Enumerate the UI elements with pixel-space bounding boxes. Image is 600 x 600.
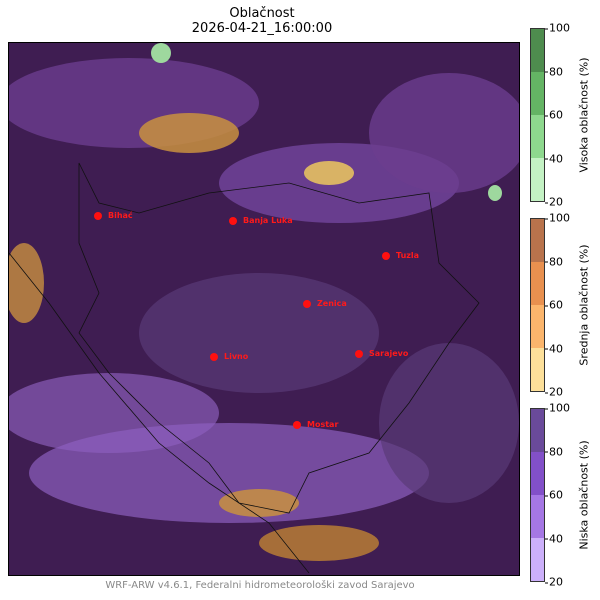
- colorbar-tick: 80: [545, 65, 563, 78]
- cloud-field: [9, 43, 519, 575]
- city-label: Sarajevo: [369, 349, 409, 358]
- colorbar-segment: [531, 158, 544, 201]
- map-datetime: 2026-04-21_16:00:00: [191, 21, 333, 36]
- map-title: Oblačnost: [229, 6, 295, 21]
- colorbar-segment: [531, 538, 544, 581]
- cloud-cover-map: Bihać Banja Luka Tuzla Zenica Livno Sara…: [8, 42, 520, 576]
- city-marker-livno: Livno: [210, 352, 248, 361]
- city-label: Zenica: [317, 299, 347, 308]
- colorbar-tick: 20: [545, 385, 563, 399]
- city-label: Tuzla: [396, 251, 420, 260]
- colorbar-label: Niska oblačnost (%): [577, 440, 591, 550]
- colorbar-label: Srednja oblačnost (%): [577, 244, 591, 366]
- colorbar-segment: [531, 29, 544, 72]
- colorbar-tick: 100: [545, 21, 570, 35]
- city-marker-tuzla: Tuzla: [382, 251, 419, 260]
- city-label: Banja Luka: [243, 216, 293, 225]
- colorbar-tick: 20: [545, 575, 563, 589]
- colorbar-segment: [531, 348, 544, 391]
- colorbar-tick: 20: [545, 195, 563, 209]
- colorbar-tick: 60: [545, 298, 563, 312]
- colorbar-tick: 80: [545, 255, 563, 268]
- colorbar-tick: 40: [545, 152, 563, 165]
- colorbar-tick: 40: [545, 532, 563, 545]
- city-marker-banja-luka: Banja Luka: [229, 216, 293, 225]
- city-dot: [303, 299, 311, 308]
- colorbar-tick: 40: [545, 342, 563, 355]
- colorbar-segment: [531, 452, 544, 495]
- city-label: Bihać: [108, 211, 133, 220]
- colorbar-segment: [531, 262, 544, 305]
- city-dot: [382, 251, 390, 260]
- colorbar-tick: 100: [545, 211, 570, 225]
- city-dot: [293, 420, 301, 429]
- city-dot: [229, 216, 237, 225]
- city-marker-mostar: Mostar: [293, 420, 338, 429]
- colorbar-segment: [531, 219, 544, 262]
- city-marker-sarajevo: Sarajevo: [355, 349, 408, 358]
- colorbar-segment: [531, 409, 544, 452]
- colorbar-tick: 100: [545, 401, 570, 415]
- colorbar: [530, 218, 545, 392]
- colorbar-segment: [531, 495, 544, 538]
- colorbar-tick: 60: [545, 108, 563, 122]
- colorbar: [530, 28, 545, 202]
- city-label: Mostar: [307, 420, 339, 429]
- colorbar: [530, 408, 545, 582]
- city-label: Livno: [224, 352, 249, 361]
- colorbar-segment: [531, 72, 544, 115]
- city-marker-zenica: Zenica: [303, 299, 347, 308]
- city-dot: [210, 352, 218, 361]
- colorbar-tick: 80: [545, 445, 563, 458]
- colorbar-segment: [531, 305, 544, 348]
- colorbar-label: Visoka oblačnost (%): [577, 57, 591, 173]
- colorbar-tick: 60: [545, 488, 563, 502]
- city-dot: [94, 211, 102, 220]
- footer-credit: WRF-ARW v4.6.1, Federalni hidrometeorolo…: [105, 580, 415, 591]
- city-marker-bihac: Bihać: [94, 211, 133, 220]
- colorbar-segment: [531, 115, 544, 158]
- city-dot: [355, 349, 363, 358]
